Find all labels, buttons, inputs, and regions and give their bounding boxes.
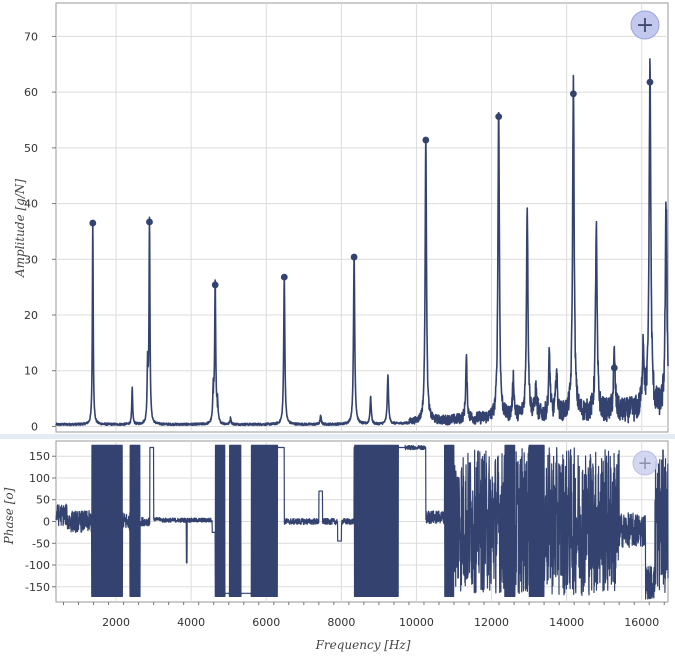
amplitude-y-tick-label: 20: [24, 309, 38, 322]
phase-series-line: [55, 444, 669, 600]
x-tick-label: 2000: [102, 616, 130, 629]
x-tick-label: 8000: [327, 616, 355, 629]
panel-separator: [0, 434, 675, 439]
x-tick-label: 4000: [177, 616, 205, 629]
phase-y-tick-label: 100: [29, 472, 50, 485]
amplitude-axis-label: Amplitude [g/N]: [13, 179, 27, 278]
amplitude-y-tick-label: 0: [31, 420, 38, 433]
phase-y-tick-label: -100: [25, 559, 50, 572]
peak-marker: [569, 90, 577, 98]
phase-y-tick-label: 150: [29, 450, 50, 463]
amplitude-y-tick-label: 30: [24, 253, 38, 266]
x-tick-label: 12000: [474, 616, 509, 629]
peak-marker: [646, 78, 654, 86]
peak-marker: [350, 253, 358, 261]
zoom-in-button-amplitude[interactable]: +: [630, 10, 660, 40]
phase-axis-label: Phase [o]: [2, 487, 16, 545]
peak-marker: [211, 281, 219, 289]
amplitude-y-tick-label: 70: [24, 30, 38, 43]
plus-icon[interactable]: +: [637, 453, 652, 474]
zoom-in-button-phase[interactable]: +: [632, 450, 658, 476]
amplitude-plot-frame: [55, 2, 669, 433]
phase-y-tick-label: 0: [43, 516, 50, 529]
frequency-axis-label: Frequency [Hz]: [315, 638, 411, 652]
zoom-in-button-bg[interactable]: [632, 450, 658, 476]
phase-y-tick-label: -150: [25, 581, 50, 594]
peak-marker: [422, 136, 430, 144]
x-tick-label: 14000: [549, 616, 584, 629]
peak-marker: [495, 113, 503, 121]
amplitude-y-tick-label: 40: [24, 198, 38, 211]
x-tick-label: 6000: [252, 616, 280, 629]
amplitude-y-tick-label: 50: [24, 142, 38, 155]
phase-panel: 2000 4000 6000 8000 10000 12000 14000 16000 150 1…: [25, 440, 669, 629]
x-tick-label: 16000: [624, 616, 659, 629]
peak-marker: [89, 219, 97, 227]
peak-marker: [610, 364, 618, 372]
x-tick-label: 10000: [399, 616, 434, 629]
peak-marker: [280, 273, 288, 281]
zoom-in-button-bg[interactable]: [630, 10, 660, 40]
amplitude-panel: 0 10 20 30 40 50 60 70: [0, 2, 675, 439]
phase-y-tick-label: -50: [32, 537, 50, 550]
phase-y-tick-label: 50: [36, 494, 50, 507]
amplitude-y-tick-label: 10: [24, 365, 38, 378]
amplitude-y-tick-label: 60: [24, 86, 38, 99]
peak-marker: [146, 218, 153, 226]
peak-marker: [532, 396, 540, 404]
plus-icon[interactable]: +: [636, 13, 654, 38]
